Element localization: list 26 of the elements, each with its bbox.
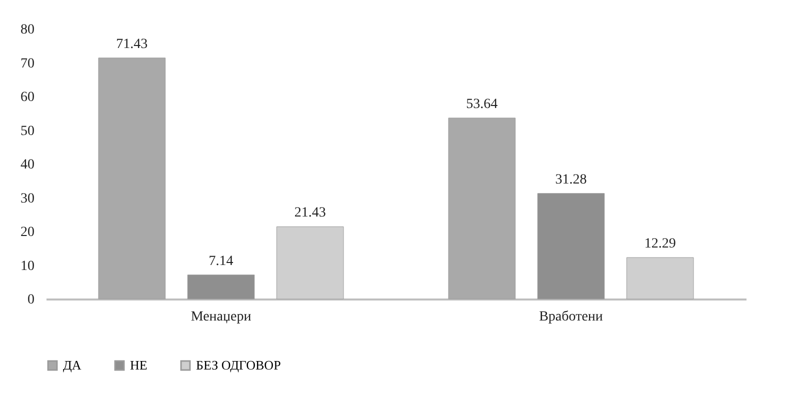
- y-tick-label: 10: [20, 258, 34, 274]
- data-label: 21.43: [294, 206, 326, 221]
- data-label: 7.14: [208, 254, 234, 269]
- y-tick-label: 40: [20, 158, 34, 172]
- y-tick-label: 80: [20, 22, 34, 38]
- bar: [98, 58, 166, 300]
- y-tick-label: 0: [28, 292, 34, 308]
- data-label: 12.29: [644, 236, 676, 252]
- bar: [448, 118, 516, 300]
- x-tick-label: Вработени: [539, 310, 604, 324]
- x-tick-label: Менаџери: [190, 310, 252, 324]
- legend-label: БЕЗ ОДГОВОР: [196, 358, 281, 373]
- y-tick-label: 20: [20, 225, 34, 240]
- y-tick-label: 50: [20, 124, 34, 139]
- legend-label: ДА: [63, 358, 82, 373]
- data-label: 71.43: [116, 36, 148, 52]
- bar: [626, 257, 694, 300]
- y-tick-label: 60: [20, 90, 34, 105]
- y-tick-label: 70: [20, 56, 34, 72]
- data-label: 31.28: [555, 172, 587, 188]
- bar: [537, 193, 605, 300]
- bar: [276, 226, 344, 300]
- bar: [187, 274, 255, 300]
- y-tick-label: 30: [20, 191, 34, 206]
- legend-label: НЕ: [130, 358, 148, 373]
- data-label: 53.64: [466, 96, 498, 112]
